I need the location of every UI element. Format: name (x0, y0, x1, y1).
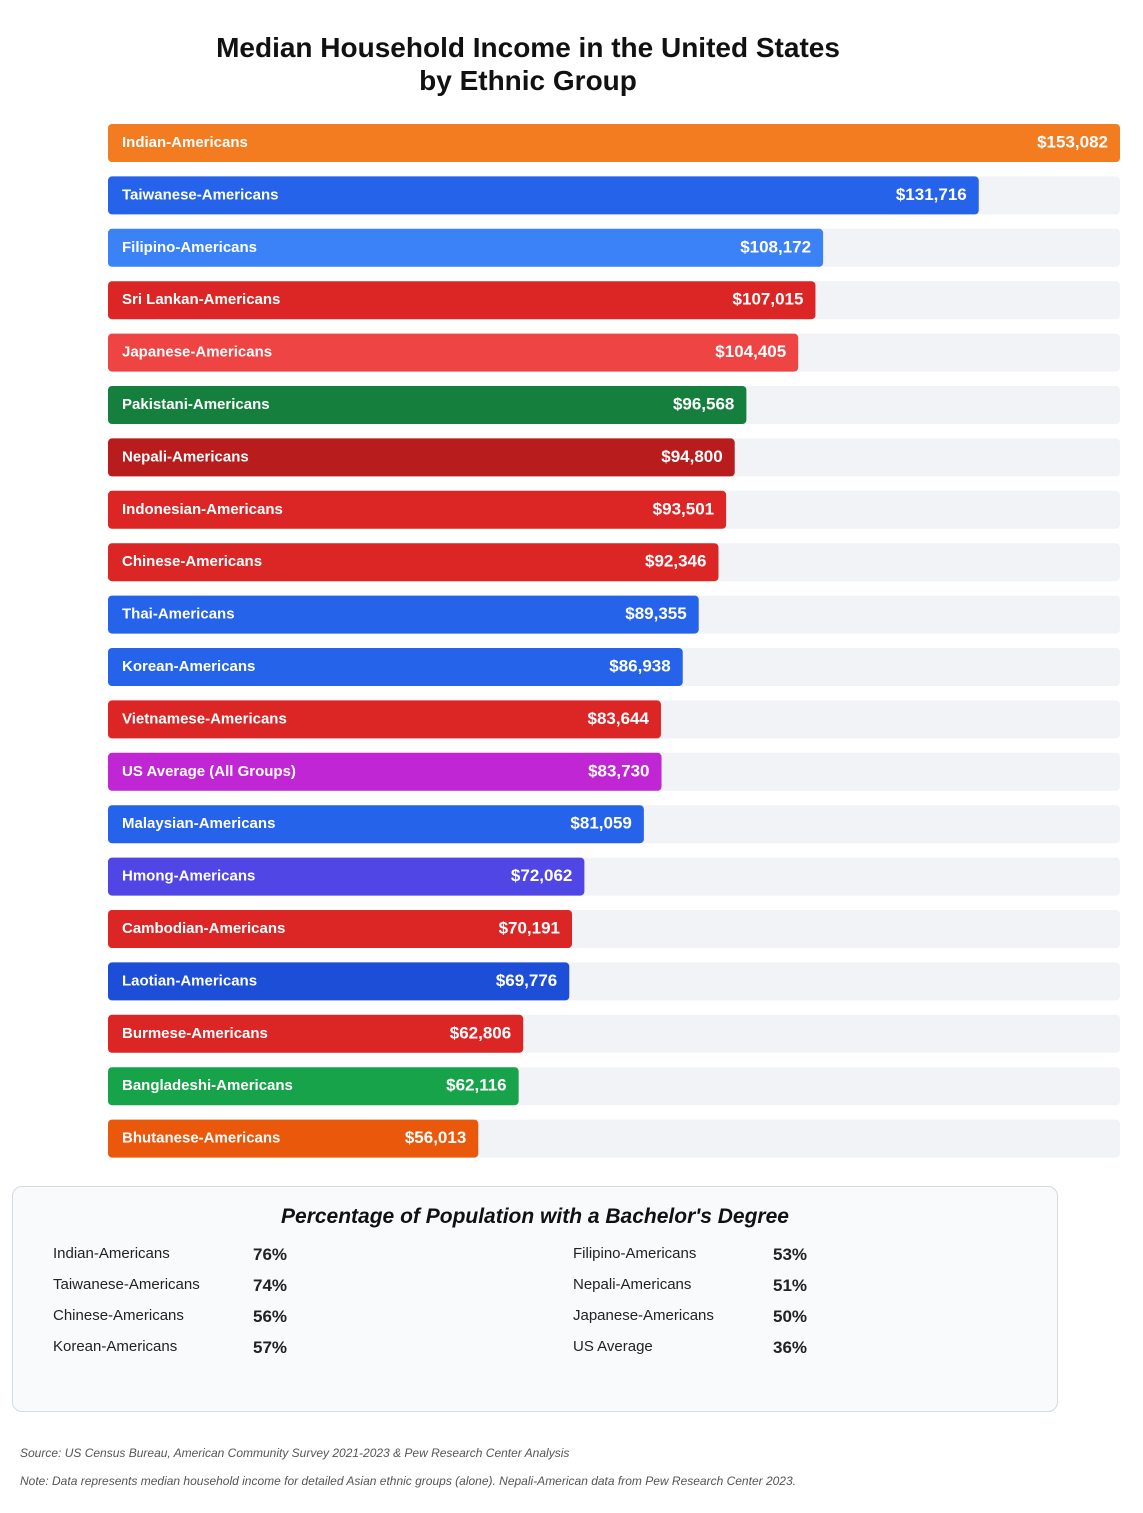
bar (108, 857, 585, 896)
value-label: $94,800 (661, 447, 722, 466)
bar (108, 1119, 479, 1158)
education-group: Chinese-Americans (53, 1307, 184, 1324)
value-label: $86,938 (609, 656, 670, 675)
education-group: Indian-Americans (53, 1245, 170, 1262)
education-percent: 56% (253, 1307, 288, 1326)
bar (108, 648, 683, 686)
bar (108, 490, 727, 529)
category-label: Malaysian-Americans (122, 815, 275, 832)
education-group: US Average (573, 1338, 653, 1355)
bar (108, 386, 747, 424)
education-grid: Indian-Americans 76% Filipino-Americans 53%… (53, 1245, 1019, 1358)
education-percent: 51% (773, 1276, 808, 1295)
value-label: $62,806 (450, 1023, 511, 1042)
bar (108, 543, 719, 582)
education-percent: 36% (773, 1338, 808, 1357)
value-label: $70,191 (499, 918, 560, 937)
bar (108, 124, 1120, 162)
education-title: Percentage of Population with a Bachelor… (281, 1205, 789, 1228)
education-percent: 76% (253, 1245, 288, 1264)
bar (108, 595, 699, 634)
value-label: $153,082 (1037, 132, 1108, 151)
bar (108, 438, 735, 477)
spacer (473, 1338, 573, 1358)
category-label: Pakistani-Americans (122, 396, 270, 413)
category-label: Indian-Americans (122, 134, 248, 151)
education-group: Nepali-Americans (573, 1276, 692, 1293)
value-label: $83,730 (588, 761, 649, 780)
education-group: Filipino-Americans (573, 1245, 697, 1262)
value-label: $72,062 (511, 866, 572, 885)
bar (108, 910, 573, 948)
category-label: Hmong-Americans (122, 868, 255, 885)
education-group: Taiwanese-Americans (53, 1276, 200, 1293)
category-label: Laotian-Americans (122, 972, 257, 989)
bar (108, 962, 570, 1001)
spacer (473, 1307, 573, 1327)
education-percent: 53% (773, 1245, 808, 1264)
category-label: US Average (All Groups) (122, 763, 296, 780)
category-label: Cambodian-Americans (122, 920, 285, 937)
category-label: Vietnamese-Americans (122, 710, 287, 727)
category-label: Korean-Americans (122, 658, 255, 675)
chart-title: Median Household Income in the United St… (216, 32, 840, 96)
value-label: $89,355 (625, 604, 686, 623)
value-label: $131,716 (896, 185, 967, 204)
category-label: Taiwanese-Americans (122, 186, 278, 203)
bar (108, 805, 644, 844)
value-label: $93,501 (653, 499, 714, 518)
bar (108, 752, 662, 791)
bar (108, 228, 824, 267)
value-label: $56,013 (405, 1128, 466, 1147)
value-label: $69,776 (496, 971, 557, 990)
education-percent: 50% (773, 1307, 808, 1326)
value-label: $81,059 (570, 814, 631, 833)
category-label: Nepali-Americans (122, 448, 249, 465)
value-label: $108,172 (740, 237, 811, 256)
category-label: Bhutanese-Americans (122, 1130, 280, 1147)
bar (108, 1014, 524, 1053)
value-label: $107,015 (733, 290, 804, 309)
category-label: Japanese-Americans (122, 344, 272, 361)
education-panel: Percentage of Population with a Bachelor… (12, 1186, 1058, 1412)
bar (108, 333, 799, 372)
chart: Median Household Income in the United St… (108, 32, 1120, 1158)
bar (108, 1067, 519, 1106)
education-group: Japanese-Americans (573, 1307, 714, 1324)
value-label: $92,346 (645, 552, 706, 571)
spacer (473, 1245, 573, 1265)
footnote: Note: Data represents median household i… (20, 1474, 796, 1488)
value-label: $62,116 (446, 1076, 507, 1095)
value-label: $96,568 (673, 394, 734, 413)
category-label: Sri Lankan-Americans (122, 291, 280, 308)
spacer (473, 1276, 573, 1296)
education-group: Korean-Americans (53, 1338, 178, 1355)
education-percent: 57% (253, 1338, 288, 1357)
category-label: Bangladeshi-Americans (122, 1077, 293, 1094)
category-label: Chinese-Americans (122, 553, 262, 570)
bar (108, 700, 661, 739)
bar (108, 281, 816, 320)
category-label: Burmese-Americans (122, 1025, 268, 1042)
category-label: Filipino-Americans (122, 239, 257, 256)
value-label: $104,405 (715, 342, 786, 361)
value-label: $83,644 (588, 709, 650, 728)
bar (108, 176, 979, 215)
category-label: Indonesian-Americans (122, 501, 283, 518)
category-label: Thai-Americans (122, 606, 235, 623)
source-note: Source: US Census Bureau, American Commu… (20, 1446, 570, 1460)
education-percent: 74% (253, 1276, 288, 1295)
